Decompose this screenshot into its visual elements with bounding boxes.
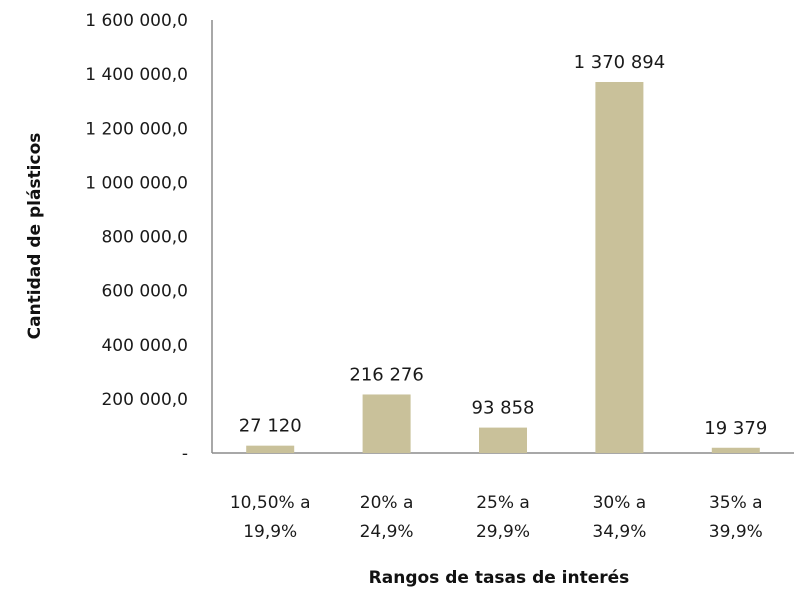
bar [362,394,411,453]
x-tick-label: 25% a 29,9% [476,493,530,542]
y-tick-label: 200 000,0 [101,390,188,410]
x-tick-label: 35% a 39,9% [709,493,763,542]
y-tick-label: 1 400 000,0 [85,65,188,85]
x-tick-label: 30% a 34,9% [592,493,646,542]
y-axis-ticks: - 200 000,0 400 000,0 600 000,0 800 000,0 1 0… [85,11,188,464]
data-labels: 27 120 216 276 93 858 1 370 894 19 379 [239,52,768,439]
x-axis-ticks: 10,50% a 19,9% 20% a 24,9% 25% a 29,9% 30% a 34… [230,493,763,542]
bar [479,427,527,453]
data-label: 19 379 [704,418,767,439]
y-axis-title: Cantidad de plásticos [25,133,45,340]
y-tick-label: 1 000 000,0 [85,173,188,193]
data-label: 216 276 [349,364,423,385]
y-tick-label: 1 600 000,0 [85,11,188,31]
x-tick-label: 10,50% a 19,9% [230,493,311,542]
data-label: 1 370 894 [574,52,666,73]
y-tick-label: 400 000,0 [101,336,188,356]
x-axis-title: Rangos de tasas de interés [369,568,630,588]
data-label: 27 120 [239,416,302,437]
bar [711,447,760,453]
y-tick-label: 600 000,0 [101,282,188,302]
bars [246,82,760,454]
x-tick-label: 20% a 24,9% [360,493,414,542]
data-label: 93 858 [472,398,535,419]
y-tick-label: 1 200 000,0 [85,119,188,139]
bar [595,82,644,454]
bar [246,445,295,453]
y-tick-label: - [182,444,188,464]
y-tick-label: 800 000,0 [101,228,188,248]
